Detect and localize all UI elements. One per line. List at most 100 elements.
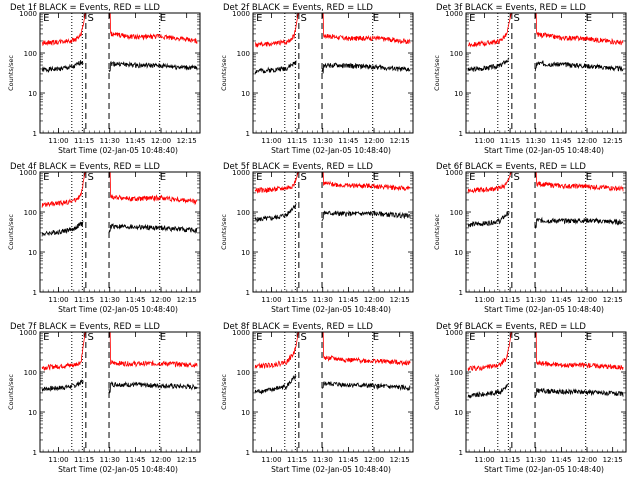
x-tick-label: 11:30 — [526, 137, 546, 145]
marker-label: S — [87, 172, 93, 183]
x-tick-label: 12:15 — [390, 456, 410, 464]
marker-label: E — [586, 13, 592, 24]
marker-label: S — [300, 332, 306, 343]
marker-label: E — [373, 13, 379, 24]
panel-title: Det 6f BLACK = Events, RED = LLD — [436, 162, 586, 172]
lld-series-line — [534, 12, 624, 46]
marker-label: E — [373, 172, 379, 183]
y-tick-label: 10 — [454, 249, 463, 257]
y-tick-label: 1 — [33, 130, 37, 138]
x-tick-label: 12:00 — [364, 137, 384, 145]
x-tick-label: 11:45 — [338, 456, 358, 464]
x-tick-label: 11:15 — [500, 137, 520, 145]
x-tick-label: 12:15 — [603, 456, 623, 464]
x-axis-label: Start Time (02-Jan-05 10:48:40) — [58, 146, 178, 155]
lld-series-line — [534, 331, 624, 371]
y-tick-label: 1000 — [232, 10, 250, 18]
y-axis-label: Counts/sec — [7, 55, 15, 91]
events-series-line — [108, 223, 198, 235]
x-tick-label: 11:00 — [48, 296, 68, 304]
x-tick-label: 11:15 — [500, 456, 520, 464]
events-series-line — [254, 374, 297, 395]
panel-title: Det 7f BLACK = Events, RED = LLD — [10, 322, 160, 332]
lld-series-line — [467, 12, 512, 48]
plot-frame — [252, 171, 414, 293]
y-tick-label: 1 — [246, 289, 250, 297]
panel-det-2: Det 2f BLACK = Events, RED = LLD Counts/s… — [220, 3, 414, 155]
events-series-line — [467, 210, 510, 228]
panel-det-7: Det 7f BLACK = Events, RED = LLD Counts/s… — [7, 322, 201, 474]
marker-label: E — [256, 172, 262, 183]
x-tick-label: 12:15 — [177, 137, 197, 145]
panel-title: Det 3f BLACK = Events, RED = LLD — [436, 3, 586, 13]
y-axis-label: Counts/sec — [220, 55, 228, 91]
events-series-line — [254, 60, 297, 74]
x-tick-label: 11:15 — [500, 296, 520, 304]
events-series-line — [467, 383, 510, 399]
x-tick-label: 11:30 — [313, 296, 333, 304]
x-tick-label: 11:00 — [474, 296, 494, 304]
x-axis-label: Start Time (02-Jan-05 10:48:40) — [58, 305, 178, 314]
panel-title: Det 5f BLACK = Events, RED = LLD — [223, 162, 373, 172]
y-tick-label: 10 — [28, 90, 37, 98]
y-tick-label: 100 — [237, 369, 250, 377]
marker-label: S — [87, 13, 93, 24]
marker-label: E — [373, 332, 379, 343]
x-tick-label: 11:00 — [261, 137, 281, 145]
plot-frame — [465, 12, 627, 134]
y-tick-label: 1 — [33, 289, 37, 297]
lld-series-line — [255, 12, 299, 48]
panel-title: Det 4f BLACK = Events, RED = LLD — [10, 162, 160, 172]
x-tick-label: 11:30 — [100, 456, 120, 464]
events-series-line — [534, 60, 624, 72]
y-tick-label: 100 — [237, 50, 250, 58]
x-tick-label: 11:00 — [474, 456, 494, 464]
y-tick-label: 10 — [241, 249, 250, 257]
y-tick-label: 100 — [24, 209, 37, 217]
panel-det-4: Det 4f BLACK = Events, RED = LLD Counts/s… — [7, 162, 201, 314]
y-tick-label: 1000 — [445, 169, 463, 177]
x-tick-label: 12:00 — [151, 296, 171, 304]
y-tick-label: 1 — [246, 130, 250, 138]
y-tick-label: 1 — [33, 449, 37, 457]
y-tick-label: 1 — [459, 449, 463, 457]
y-tick-label: 1 — [246, 449, 250, 457]
panel-title: Det 8f BLACK = Events, RED = LLD — [223, 322, 373, 332]
lld-series-line — [41, 12, 86, 47]
x-tick-label: 11:45 — [125, 137, 145, 145]
marker-label: E — [43, 13, 49, 24]
marker-label: E — [469, 172, 475, 183]
y-tick-label: 1000 — [19, 329, 37, 337]
x-tick-label: 11:30 — [313, 456, 333, 464]
x-tick-label: 11:00 — [474, 137, 494, 145]
x-tick-label: 11:15 — [74, 137, 94, 145]
y-tick-label: 1000 — [19, 169, 37, 177]
x-tick-label: 12:00 — [577, 296, 597, 304]
x-tick-label: 11:30 — [100, 137, 120, 145]
x-axis-label: Start Time (02-Jan-05 10:48:40) — [484, 146, 604, 155]
panel-title: Det 2f BLACK = Events, RED = LLD — [223, 3, 373, 13]
marker-label: E — [160, 172, 166, 183]
x-tick-label: 11:15 — [287, 456, 307, 464]
lld-series-line — [108, 171, 198, 206]
y-axis-label: Counts/sec — [7, 214, 15, 250]
panel-det-1: Det 1f BLACK = Events, RED = LLD Counts/s… — [7, 3, 201, 155]
lld-series-line — [41, 331, 86, 371]
marker-label: E — [160, 332, 166, 343]
panel-det-3: Det 3f BLACK = Events, RED = LLD Counts/s… — [433, 3, 627, 155]
x-axis-label: Start Time (02-Jan-05 10:48:40) — [271, 465, 391, 474]
x-tick-label: 11:30 — [313, 137, 333, 145]
y-tick-label: 100 — [450, 50, 463, 58]
plot-frame — [39, 171, 201, 293]
y-axis-label: Counts/sec — [220, 374, 228, 410]
x-axis-label: Start Time (02-Jan-05 10:48:40) — [58, 465, 178, 474]
marker-label: S — [513, 332, 519, 343]
x-tick-label: 11:00 — [48, 456, 68, 464]
events-series-line — [108, 380, 198, 394]
x-tick-label: 12:00 — [151, 137, 171, 145]
events-series-line — [41, 379, 84, 392]
events-series-line — [41, 60, 84, 73]
x-tick-label: 12:00 — [577, 137, 597, 145]
x-tick-label: 11:15 — [74, 456, 94, 464]
